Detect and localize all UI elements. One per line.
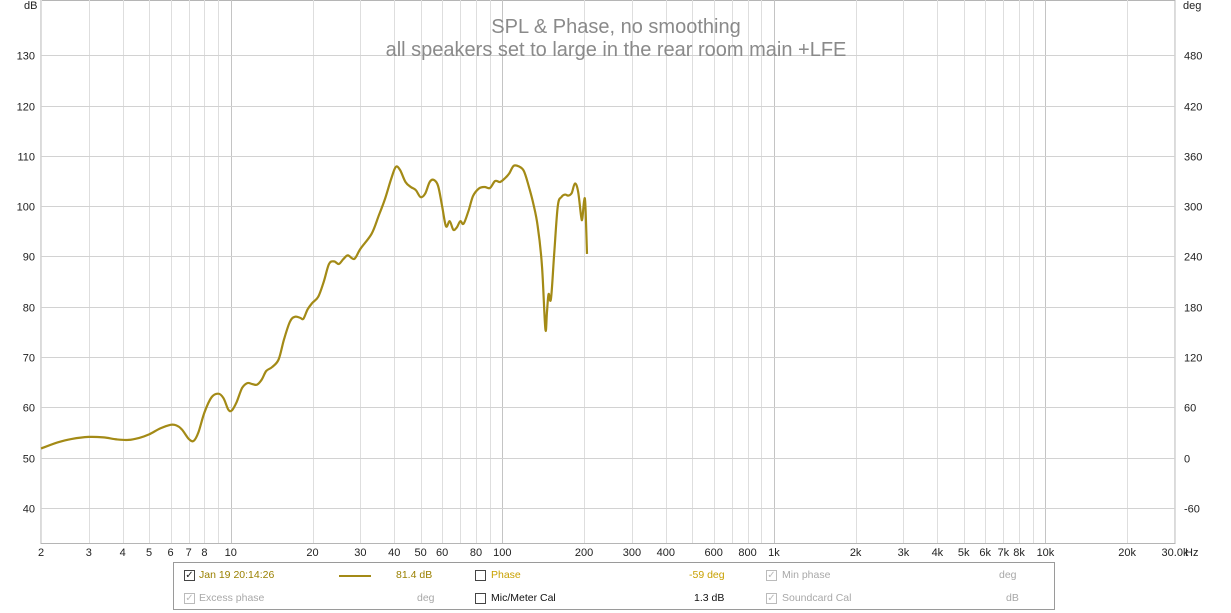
x-tick-label: 400 bbox=[657, 547, 675, 559]
x-tick-label: 30.0k bbox=[1162, 547, 1189, 559]
mic-cal-checkbox[interactable] bbox=[475, 593, 486, 604]
phase-value: -59 deg bbox=[689, 569, 725, 581]
excess-phase-checkbox[interactable]: ✓ bbox=[184, 593, 195, 604]
trace-name: Jan 19 20:14:26 bbox=[199, 569, 275, 581]
trace-color-swatch bbox=[339, 575, 371, 577]
traces bbox=[40, 164, 589, 450]
x-tick-label: 20 bbox=[306, 547, 318, 559]
y-left-tick-label: 40 bbox=[23, 504, 35, 516]
x-tick-label: 20k bbox=[1118, 547, 1136, 559]
trace-value: 81.4 dB bbox=[396, 569, 433, 581]
x-tick-label: 7k bbox=[998, 547, 1010, 559]
y-left-tick-label: 50 bbox=[23, 454, 35, 466]
y-left-tick-label: 60 bbox=[23, 403, 35, 415]
x-tick-label: 6 bbox=[167, 547, 173, 559]
y-right-axis-label: deg bbox=[1183, 0, 1201, 12]
y-left-axis-label: dB bbox=[24, 0, 37, 12]
y-left-tick-label: 120 bbox=[17, 102, 35, 114]
x-tick-label: 4 bbox=[120, 547, 126, 559]
chart-title: SPL & Phase, no smoothing bbox=[491, 16, 740, 38]
y-right-tick-label: 240 bbox=[1184, 252, 1202, 264]
min-phase-label: Min phase bbox=[782, 569, 831, 581]
legend-panel: ✓ Jan 19 20:14:26 81.4 dB Phase -59 deg … bbox=[173, 562, 1055, 610]
trace-visible-checkbox[interactable]: ✓ bbox=[184, 570, 195, 581]
x-tick-label: 5k bbox=[958, 547, 970, 559]
spl-trace-line bbox=[40, 164, 589, 450]
soundcard-cal-checkbox[interactable]: ✓ bbox=[766, 593, 777, 604]
x-tick-label: 4k bbox=[932, 547, 944, 559]
y-left-tick-label: 70 bbox=[23, 353, 35, 365]
x-tick-label: 2 bbox=[38, 547, 44, 559]
x-tick-label: 30 bbox=[354, 547, 366, 559]
grid-lines bbox=[40, 0, 1176, 544]
y-right-tick-label: -60 bbox=[1184, 504, 1200, 516]
min-phase-checkbox[interactable]: ✓ bbox=[766, 570, 777, 581]
x-tick-label: 80 bbox=[470, 547, 482, 559]
excess-phase-label: Excess phase bbox=[199, 592, 265, 604]
spl-phase-chart: 405060708090100110120130-600601201802403… bbox=[17, 0, 1203, 560]
y-right-tick-label: 420 bbox=[1184, 102, 1202, 114]
x-tick-label: 2k bbox=[850, 547, 862, 559]
x-tick-label: 600 bbox=[704, 547, 722, 559]
mic-cal-label: Mic/Meter Cal bbox=[491, 592, 556, 604]
phase-label: Phase bbox=[491, 569, 521, 581]
phase-checkbox[interactable] bbox=[475, 570, 486, 581]
x-tick-label: 8k bbox=[1013, 547, 1025, 559]
y-right-tick-label: 120 bbox=[1184, 353, 1202, 365]
x-tick-label: 10k bbox=[1037, 547, 1055, 559]
x-axis-unit: Hz bbox=[1185, 547, 1198, 559]
y-left-tick-label: 110 bbox=[17, 152, 35, 164]
x-tick-label: 3k bbox=[898, 547, 910, 559]
x-tick-label: 10 bbox=[225, 547, 237, 559]
y-left-tick-label: 130 bbox=[17, 51, 35, 63]
y-right-tick-label: 0 bbox=[1184, 454, 1190, 466]
x-tick-label: 7 bbox=[186, 547, 192, 559]
axes: 405060708090100110120130-600601201802403… bbox=[17, 51, 1203, 560]
plot-frame bbox=[40, 0, 1176, 544]
min-phase-unit: deg bbox=[999, 569, 1017, 581]
soundcard-cal-unit: dB bbox=[1006, 592, 1019, 604]
x-tick-label: 8 bbox=[201, 547, 207, 559]
excess-phase-unit: deg bbox=[417, 592, 435, 604]
x-tick-label: 6k bbox=[979, 547, 991, 559]
x-tick-label: 5 bbox=[146, 547, 152, 559]
y-right-tick-label: 480 bbox=[1184, 51, 1202, 63]
x-tick-label: 3 bbox=[86, 547, 92, 559]
x-tick-label: 800 bbox=[738, 547, 756, 559]
x-tick-label: 100 bbox=[493, 547, 511, 559]
x-tick-label: 200 bbox=[575, 547, 593, 559]
x-tick-label: 40 bbox=[388, 547, 400, 559]
y-left-tick-label: 80 bbox=[23, 303, 35, 315]
y-left-tick-label: 100 bbox=[17, 202, 35, 214]
y-right-tick-label: 60 bbox=[1184, 403, 1196, 415]
x-tick-label: 50 bbox=[414, 547, 426, 559]
y-left-tick-label: 90 bbox=[23, 252, 35, 264]
mic-cal-value: 1.3 dB bbox=[694, 592, 725, 604]
y-right-tick-label: 360 bbox=[1184, 152, 1202, 164]
x-tick-label: 300 bbox=[623, 547, 641, 559]
y-right-tick-label: 300 bbox=[1184, 202, 1202, 214]
chart-subtitle: all speakers set to large in the rear ro… bbox=[386, 39, 847, 61]
x-tick-label: 1k bbox=[768, 547, 780, 559]
y-right-tick-label: 180 bbox=[1184, 303, 1202, 315]
soundcard-cal-label: Soundcard Cal bbox=[782, 592, 852, 604]
x-tick-label: 60 bbox=[436, 547, 448, 559]
